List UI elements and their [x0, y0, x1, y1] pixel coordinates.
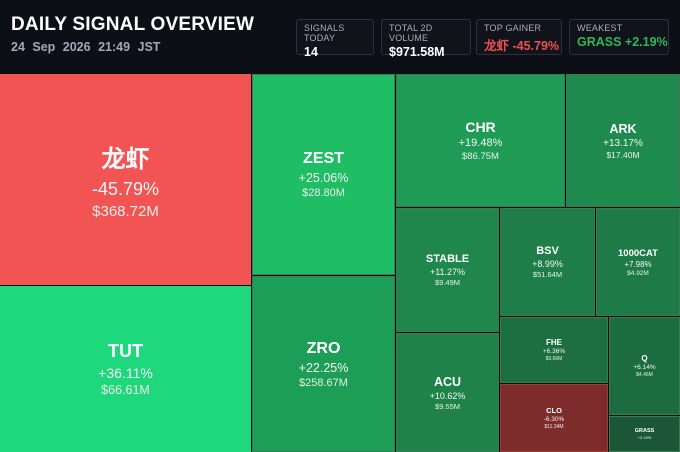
tile-stable[interactable]: STABLE +11.27% $9.49M: [396, 208, 499, 332]
tile-volume: $28.80M: [302, 187, 345, 199]
tile-symbol: ACU: [433, 374, 462, 389]
header-bar: DAILY SIGNAL OVERVIEW 24 Sep 2026 21:49 …: [0, 0, 680, 73]
tile-symbol: ARK: [609, 121, 637, 136]
tile-symbol: Q: [641, 354, 648, 363]
tile-acu[interactable]: ACU +10.62% $9.55M: [396, 333, 499, 452]
stat-label: TOP GAINER: [484, 23, 542, 33]
tile-change: +19.48%: [458, 137, 503, 149]
tile-zest[interactable]: ZEST +25.06% $28.80M: [252, 74, 395, 275]
tile-volume: $86.75M: [462, 151, 499, 162]
tile-q[interactable]: Q +6.14% $4.46M: [609, 317, 680, 415]
tile-symbol: FHE: [546, 338, 562, 347]
tile-change: -45.79%: [91, 179, 160, 199]
tile-symbol: TUT: [108, 341, 143, 361]
tile-volume: $9.66M: [545, 356, 563, 362]
tile-fhe[interactable]: FHE +6.36% $9.66M: [500, 317, 608, 383]
tile-symbol: CLO: [546, 406, 562, 415]
page-title: DAILY SIGNAL OVERVIEW: [11, 14, 255, 35]
tile-volume: $368.72M: [92, 203, 159, 220]
tile-symbol: GRASS: [634, 428, 655, 434]
tile-symbol: ZRO: [306, 339, 341, 357]
tile-volume: $51.64M: [532, 270, 563, 279]
stat-value: $971.58M: [389, 45, 445, 59]
tile-symbol: ZEST: [303, 150, 344, 167]
tile-clo[interactable]: CLO -6.30% $11.34M: [500, 384, 608, 452]
stat-label: SIGNALS TODAY: [304, 23, 345, 43]
tile-symbol: STABLE: [425, 253, 470, 265]
tile-volume: $9.55M: [434, 401, 461, 411]
stat-signals-today: SIGNALS TODAY 14: [296, 19, 374, 59]
tile-symbol: 1000CAT: [618, 247, 658, 259]
treemap: 龙虾 -45.79% $368.72M TUT +36.11% $66.61M …: [0, 74, 680, 452]
tile-1000cat[interactable]: 1000CAT +7.98% $4.92M: [596, 208, 680, 316]
tile-longxia[interactable]: 龙虾 -45.79% $368.72M: [0, 74, 251, 285]
tile-ark[interactable]: ARK +13.17% $17.40M: [566, 74, 680, 207]
tile-change: +8.99%: [532, 259, 563, 269]
tile-symbol: 龙虾: [101, 146, 150, 173]
tile-volume: $258.67M: [299, 376, 348, 389]
tile-chr[interactable]: CHR +19.48% $86.75M: [396, 74, 565, 207]
tile-symbol: CHR: [465, 119, 496, 135]
stat-value: 14: [304, 45, 318, 59]
date-time: 24 Sep 2026 21:49 JST: [11, 40, 160, 54]
tile-bsv[interactable]: BSV +8.99% $51.64M: [500, 208, 595, 316]
tile-volume: $9.49M: [434, 278, 461, 287]
tile-tut[interactable]: TUT +36.11% $66.61M: [0, 286, 251, 452]
tile-change: +6.36%: [542, 348, 566, 355]
stat-total-volume: TOTAL 2D VOLUME $971.58M: [381, 19, 471, 59]
tile-change: +25.06%: [298, 171, 349, 185]
tile-volume: $4.46M: [636, 372, 653, 378]
tile-symbol: BSV: [536, 245, 559, 257]
tile-change: +13.17%: [603, 137, 643, 149]
stat-value: 龙虾 -45.79%: [484, 39, 560, 53]
time-text: 21:49 JST: [98, 40, 161, 54]
stat-weakest: WEAKEST GRASS +2.19%: [569, 19, 669, 55]
tile-change: -6.30%: [543, 416, 565, 423]
tile-volume: $66.61M: [101, 383, 150, 397]
stat-label: TOTAL 2D VOLUME: [389, 23, 433, 43]
tile-change: +7.98%: [624, 259, 652, 269]
tile-change: +11.27%: [429, 267, 466, 277]
stat-label: WEAKEST: [577, 23, 623, 33]
tile-change: +2.19%: [637, 435, 652, 440]
tile-change: +10.62%: [429, 390, 466, 401]
tile-volume: $17.40M: [606, 149, 640, 160]
tile-change: +36.11%: [98, 365, 153, 381]
tile-change: +6.14%: [633, 364, 656, 371]
tile-volume: $4.92M: [627, 269, 649, 277]
date-text: 24 Sep 2026: [11, 40, 91, 54]
tile-change: +22.25%: [298, 360, 349, 375]
stat-value: GRASS +2.19%: [577, 35, 668, 49]
tile-grass[interactable]: GRASS +2.19%: [609, 416, 680, 452]
tile-volume: $11.34M: [544, 424, 564, 430]
tile-zro[interactable]: ZRO +22.25% $258.67M: [252, 276, 395, 452]
stat-top-gainer: TOP GAINER 龙虾 -45.79%: [476, 19, 562, 55]
